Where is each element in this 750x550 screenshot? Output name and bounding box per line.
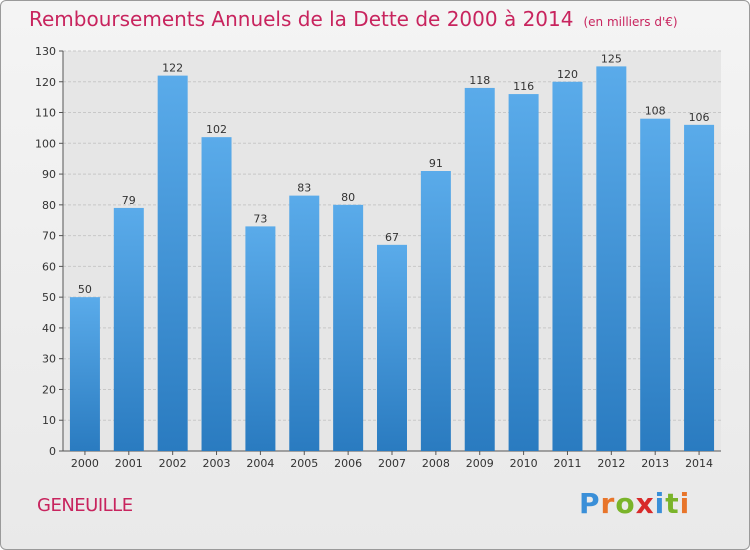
bar [640,118,671,451]
x-tick-label: 2007 [378,457,406,470]
data-label: 67 [385,231,399,244]
y-tick-label: 10 [42,414,56,427]
bar [377,244,407,451]
x-tick-label: 2004 [246,457,274,470]
x-tick-label: 2009 [466,457,494,470]
chart-unit: (en milliers d'€) [583,15,678,29]
data-label: 116 [513,80,534,93]
logo-letter: r [600,487,616,520]
x-tick-label: 2008 [422,457,450,470]
bar [420,171,451,451]
y-tick-label: 70 [42,230,56,243]
commune-name: GENEUILLE [37,495,133,516]
chart-title-text: Remboursements Annuels de la Dette de 20… [29,7,574,31]
x-tick-label: 2010 [510,457,538,470]
data-label: 118 [469,74,490,87]
bar [596,66,627,451]
x-tick-label: 2014 [685,457,713,470]
bar [69,297,100,451]
data-label: 83 [297,182,311,195]
logo-letter: t [665,487,680,520]
x-tick-label: 2013 [641,457,669,470]
chart-title: Remboursements Annuels de la Dette de 20… [29,7,678,31]
y-tick-label: 100 [35,137,56,150]
bar [113,207,144,451]
y-tick-label: 130 [35,45,56,58]
logo-letter: i [679,487,691,520]
y-tick-label: 0 [49,445,56,458]
data-label: 79 [122,194,136,207]
bar [464,87,495,451]
logo-letter: x [635,487,655,520]
bar [289,195,320,451]
logo-letter: i [654,487,666,520]
y-tick-label: 120 [35,76,56,89]
x-tick-label: 2002 [159,457,187,470]
y-tick-label: 90 [42,168,56,181]
data-label: 122 [162,62,183,75]
y-tick-label: 50 [42,291,56,304]
x-tick-label: 2006 [334,457,362,470]
proxiti-logo: Proxiti [579,487,690,520]
bar [333,204,364,451]
y-tick-label: 110 [35,107,56,120]
data-label: 73 [253,212,267,225]
bar [201,137,232,451]
logo-letter: P [579,487,601,520]
data-label: 80 [341,191,355,204]
data-label: 91 [429,157,443,170]
y-tick-label: 30 [42,353,56,366]
data-label: 50 [78,283,92,296]
x-tick-label: 2001 [115,457,143,470]
bar [552,81,583,452]
y-tick-label: 20 [42,383,56,396]
bar [245,226,276,451]
x-tick-label: 2011 [553,457,581,470]
data-label: 108 [645,105,666,118]
x-tick-label: 2003 [203,457,231,470]
logo-letter: o [615,487,636,520]
bar [157,75,188,451]
data-label: 120 [557,68,578,81]
data-label: 102 [206,123,227,136]
bar [684,124,715,451]
y-tick-label: 80 [42,199,56,212]
data-label: 125 [601,52,622,65]
data-label: 106 [689,111,710,124]
x-tick-label: 2000 [71,457,99,470]
y-tick-label: 60 [42,260,56,273]
x-tick-label: 2005 [290,457,318,470]
y-tick-label: 40 [42,322,56,335]
x-tick-label: 2012 [597,457,625,470]
bar [508,94,539,452]
